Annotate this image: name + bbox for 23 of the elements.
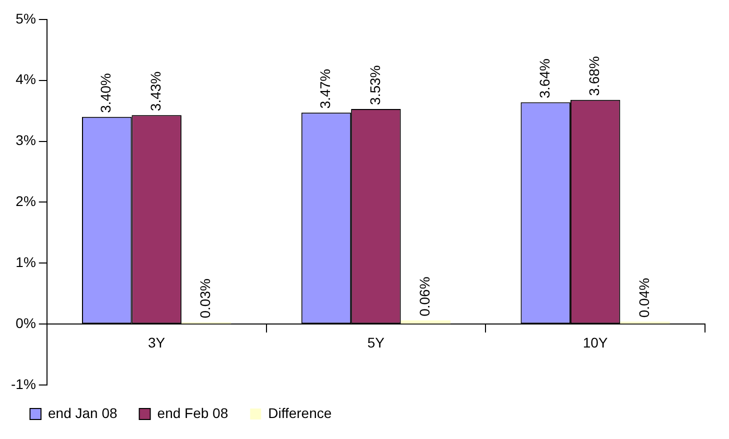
data-label: 0.03%: [197, 278, 214, 318]
data-label: 0.04%: [636, 278, 652, 318]
legend-label: end Jan 08: [48, 404, 118, 421]
y-tick-label: 1%: [16, 254, 36, 270]
x-tick-label: 5Y: [367, 334, 386, 350]
bar: [400, 320, 451, 324]
data-label: 3.43%: [147, 71, 164, 112]
data-label: 0.06%: [416, 276, 433, 316]
data-label: 3.40%: [98, 73, 114, 113]
y-tick-label: 3%: [16, 132, 36, 148]
x-tick-label: 10Y: [582, 334, 608, 350]
y-tick-label: 0%: [16, 314, 36, 331]
y-tick-label: -1%: [10, 376, 36, 392]
y-tick-label: 5%: [16, 10, 36, 26]
data-label: 3.64%: [536, 58, 552, 98]
y-tick-label: 4%: [16, 71, 36, 88]
data-label: 3.53%: [366, 65, 383, 105]
x-tick-label: 3Y: [148, 334, 166, 350]
data-label: 3.68%: [586, 56, 602, 96]
legend-label: end Feb 08: [157, 404, 228, 421]
y-tick-label: 2%: [16, 193, 36, 210]
data-label: 3.47%: [317, 68, 334, 109]
legend-label: Difference: [268, 404, 332, 421]
